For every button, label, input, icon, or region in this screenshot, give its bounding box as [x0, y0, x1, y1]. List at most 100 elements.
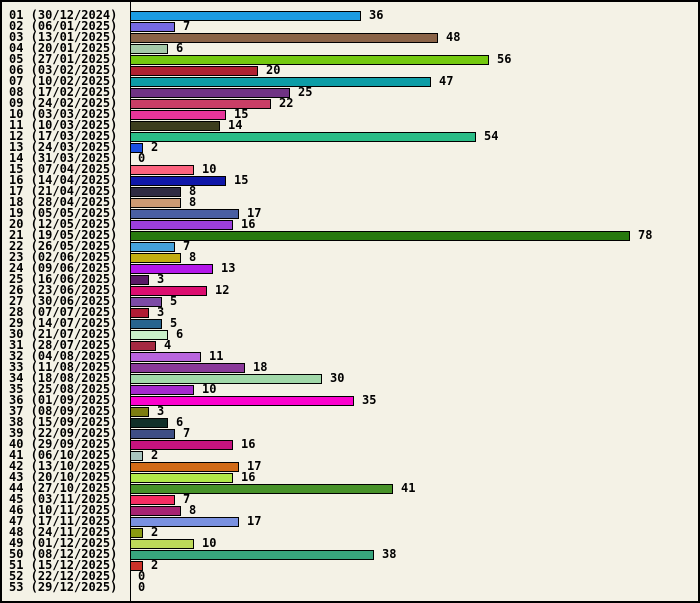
chart-row-26: 26 (23/06/2025) 12 [2, 283, 698, 297]
week-label: 21 (19/05/2025) [9, 228, 118, 242]
chart-row-06: 06 (03/02/2025) 20 [2, 64, 698, 76]
chart-row-10: 10 (03/03/2025) 15 [2, 107, 698, 121]
value-label: 12 [215, 283, 230, 297]
bar [130, 538, 194, 549]
chart-row-34: 34 (18/08/2025) 30 [2, 372, 698, 384]
bar [130, 362, 245, 373]
chart-row-50: 50 (08/12/2025) 38 [2, 547, 698, 561]
bar [130, 384, 194, 395]
chart-row-04: 04 (20/01/2025) 6 [2, 41, 698, 55]
bar [130, 186, 181, 197]
value-label: 2 [151, 525, 159, 539]
chart-row-41: 41 (06/10/2025) 2 [2, 448, 698, 462]
week-label: 04 (20/01/2025) [9, 41, 118, 55]
value-label: 7 [183, 19, 191, 33]
bar [130, 164, 194, 175]
chart-row-11: 11 (10/03/2025) 14 [2, 118, 698, 132]
chart-row-32: 32 (04/08/2025) 11 [2, 350, 698, 362]
chart-row-02: 02 (06/01/2025) 7 [2, 19, 698, 33]
week-label: 40 (29/09/2025) [9, 437, 118, 451]
chart-row-35: 35 (25/08/2025) 10 [2, 382, 698, 396]
chart-row-23: 23 (02/06/2025) 8 [2, 251, 698, 263]
week-label: 25 (16/06/2025) [9, 272, 118, 286]
week-label: 11 (10/03/2025) [9, 118, 118, 132]
week-label: 13 (24/03/2025) [9, 140, 118, 154]
value-label: 47 [439, 74, 454, 88]
week-label: 29 (14/07/2025) [9, 316, 118, 330]
bar [130, 406, 149, 417]
chart-row-39: 39 (22/09/2025) 7 [2, 426, 698, 440]
week-label: 01 (30/12/2024) [9, 8, 118, 22]
week-label: 02 (06/01/2025) [9, 19, 118, 33]
chart-row-15: 15 (07/04/2025) 10 [2, 163, 698, 175]
value-label: 0 [138, 580, 146, 594]
value-label: 6 [176, 41, 184, 55]
week-label: 52 (22/12/2025) [9, 569, 118, 583]
week-label: 53 (29/12/2025) [9, 580, 118, 594]
value-label: 3 [157, 272, 165, 286]
value-label: 17 [247, 459, 262, 473]
week-label: 28 (07/07/2025) [9, 305, 118, 319]
bar [130, 318, 162, 329]
chart-row-09: 09 (24/02/2025) 22 [2, 96, 698, 110]
value-label: 5 [170, 294, 178, 308]
chart-row-08: 08 (17/02/2025) 25 [2, 86, 698, 98]
value-label: 18 [253, 360, 268, 374]
value-label: 5 [170, 316, 178, 330]
week-label: 49 (01/12/2025) [9, 536, 118, 550]
bar [130, 560, 143, 571]
value-label: 2 [151, 140, 159, 154]
chart-row-16: 16 (14/04/2025) 15 [2, 174, 698, 186]
week-label: 41 (06/10/2025) [9, 448, 118, 462]
bar [130, 483, 393, 494]
bar [130, 351, 201, 362]
chart-row-18: 18 (28/04/2025) 8 [2, 196, 698, 208]
chart-row-05: 05 (27/01/2025) 56 [2, 52, 698, 66]
week-label: 19 (05/05/2025) [9, 206, 118, 220]
bar [130, 120, 220, 131]
chart-row-51: 51 (15/12/2025) 2 [2, 558, 698, 572]
week-label: 33 (11/08/2025) [9, 360, 118, 374]
chart-row-30: 30 (21/07/2025) 6 [2, 328, 698, 340]
bar [130, 373, 322, 384]
value-label: 38 [382, 547, 397, 561]
chart-row-31: 31 (28/07/2025) 4 [2, 338, 698, 352]
bar [130, 87, 290, 98]
value-label: 4 [164, 338, 172, 352]
value-label: 7 [183, 426, 191, 440]
value-label: 15 [234, 107, 249, 121]
week-label: 35 (25/08/2025) [9, 382, 118, 396]
chart-row-37: 37 (08/09/2025) 3 [2, 405, 698, 417]
chart-row-33: 33 (11/08/2025) 18 [2, 360, 698, 374]
week-label: 48 (24/11/2025) [9, 525, 118, 539]
chart-row-46: 46 (10/11/2025) 8 [2, 504, 698, 516]
bar [130, 98, 271, 109]
bar [130, 208, 239, 219]
week-label: 51 (15/12/2025) [9, 558, 118, 572]
chart-row-28: 28 (07/07/2025) 3 [2, 305, 698, 319]
value-label: 48 [446, 30, 461, 44]
week-label: 05 (27/01/2025) [9, 52, 118, 66]
bar [130, 263, 213, 274]
value-label: 13 [221, 261, 236, 275]
week-label: 22 (26/05/2025) [9, 239, 118, 253]
bar [130, 274, 149, 285]
bar [130, 527, 143, 538]
chart-row-12: 12 (17/03/2025) 54 [2, 130, 698, 142]
value-label: 2 [151, 558, 159, 572]
bar [130, 417, 168, 428]
bar [130, 197, 181, 208]
chart-row-29: 29 (14/07/2025) 5 [2, 316, 698, 330]
bar [130, 43, 168, 54]
week-label: 09 (24/02/2025) [9, 96, 118, 110]
chart-row-25: 25 (16/06/2025) 3 [2, 272, 698, 286]
chart-row-22: 22 (26/05/2025) 7 [2, 239, 698, 253]
bar [130, 395, 354, 406]
value-label: 10 [202, 536, 217, 550]
chart-row-01: 01 (30/12/2024) 36 [2, 8, 698, 22]
chart-row-40: 40 (29/09/2025) 16 [2, 437, 698, 451]
value-label: 0 [138, 569, 146, 583]
bar [130, 32, 438, 43]
bar [130, 428, 175, 439]
bar [130, 10, 361, 21]
